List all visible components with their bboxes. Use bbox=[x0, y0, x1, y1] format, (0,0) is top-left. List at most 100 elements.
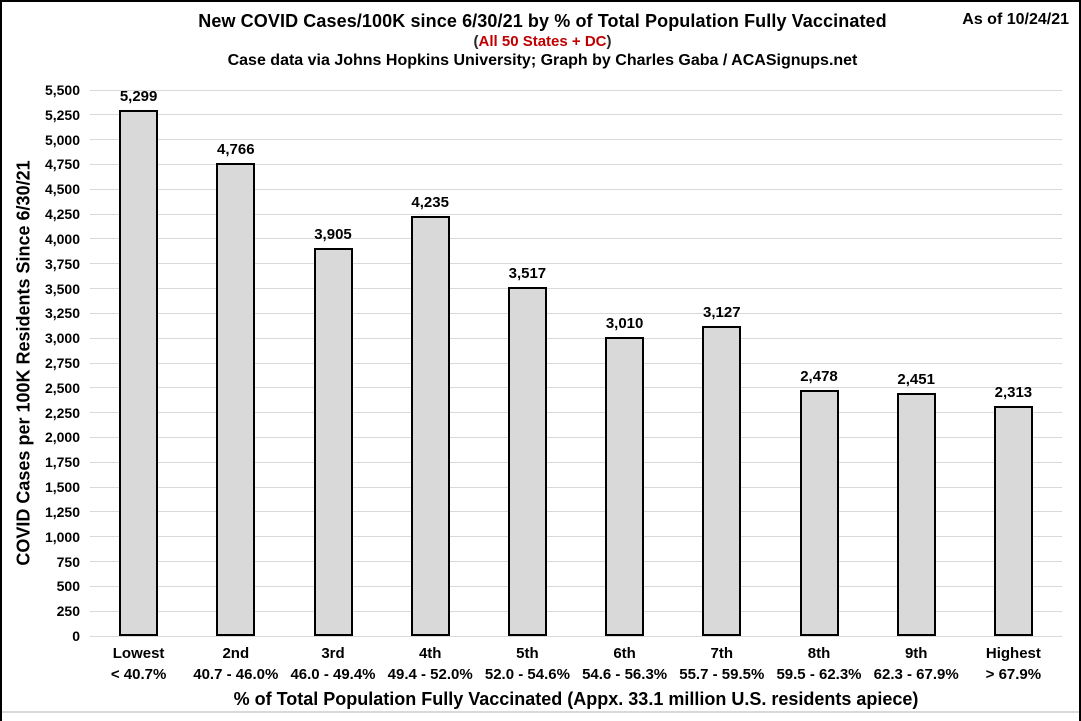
x-category-range: 40.7 - 46.0% bbox=[193, 666, 279, 683]
bar-value-label: 3,010 bbox=[605, 315, 644, 333]
x-category-name: 9th bbox=[904, 645, 928, 662]
gridline bbox=[90, 436, 1062, 438]
x-category-name: 6th bbox=[613, 645, 636, 662]
y-tick-label: 750 bbox=[56, 553, 80, 570]
bar bbox=[410, 215, 450, 636]
as-of-date: As of 10/24/21 bbox=[962, 11, 1069, 28]
x-category-label: Lowest < 40.7% bbox=[90, 643, 187, 685]
bar bbox=[896, 392, 936, 636]
x-category-range: 49.4 - 52.0% bbox=[387, 666, 473, 683]
y-tick-label: 3,500 bbox=[44, 280, 80, 297]
y-tick-label: 2,500 bbox=[44, 379, 80, 396]
x-category-name: 8th bbox=[807, 645, 831, 662]
x-category-label: 6th 54.6 - 56.3% bbox=[576, 643, 673, 685]
bar bbox=[313, 248, 353, 636]
x-category-range: 46.0 - 49.4% bbox=[290, 666, 376, 683]
x-category-label: 3rd 46.0 - 49.4% bbox=[284, 643, 381, 685]
plot-area: 5,299 4,766 3,905 4,235 3,517 3,010 3,127 2,478… bbox=[90, 87, 1062, 637]
bar-value-label: 5,299 bbox=[119, 87, 158, 105]
gridline bbox=[90, 536, 1062, 538]
x-category-label: 9th 62.3 - 67.9% bbox=[868, 643, 965, 685]
subtitle-red-text: All 50 States + DC bbox=[478, 33, 607, 50]
gridline bbox=[90, 362, 1062, 364]
bar-value-label: 2,451 bbox=[897, 370, 935, 388]
x-category-name: Highest bbox=[985, 645, 1041, 662]
bar bbox=[993, 406, 1033, 636]
x-category-label: 5th 52.0 - 54.6% bbox=[479, 643, 576, 685]
subtitle-paren-close: ) bbox=[606, 33, 612, 50]
gridline bbox=[90, 461, 1062, 463]
y-tick-label: 5,000 bbox=[44, 131, 80, 148]
bar bbox=[605, 337, 645, 636]
x-axis-title: % of Total Population Fully Vaccinated (… bbox=[233, 689, 919, 709]
x-category-range: > 67.9% bbox=[985, 666, 1042, 683]
gridline bbox=[90, 561, 1062, 563]
y-tick-label: 250 bbox=[56, 603, 80, 620]
y-tick-label: 3,750 bbox=[44, 255, 80, 272]
y-tick-label: 2,000 bbox=[44, 429, 80, 446]
y-tick-label: 1,250 bbox=[44, 503, 80, 520]
bar bbox=[702, 325, 742, 636]
gridline bbox=[90, 635, 1062, 637]
bottom-rule bbox=[2, 711, 1079, 713]
gridline bbox=[90, 163, 1062, 165]
y-tick-label: 2,250 bbox=[44, 404, 80, 421]
y-tick-label: 4,250 bbox=[44, 206, 80, 223]
gridline bbox=[90, 213, 1062, 215]
gridline bbox=[90, 114, 1062, 116]
bar bbox=[507, 286, 547, 636]
y-tick-label: 4,000 bbox=[44, 230, 80, 247]
gridline bbox=[90, 486, 1062, 488]
y-tick-label: 0 bbox=[72, 628, 80, 644]
y-tick-label: 2,750 bbox=[44, 355, 80, 371]
gridline bbox=[90, 585, 1062, 587]
bar-value-label: 2,478 bbox=[800, 368, 838, 386]
gridline bbox=[90, 288, 1062, 290]
bar-value-label: 3,127 bbox=[703, 303, 741, 321]
x-category-label: 8th 59.5 - 62.3% bbox=[770, 643, 867, 685]
bar-value-label: 2,313 bbox=[994, 384, 1033, 402]
x-category-label: Highest > 67.9% bbox=[965, 643, 1062, 685]
gridline bbox=[90, 511, 1062, 513]
x-category-range: 59.5 - 62.3% bbox=[776, 666, 862, 683]
gridline bbox=[90, 312, 1062, 314]
x-category-name: 3rd bbox=[321, 645, 345, 662]
bar bbox=[216, 162, 256, 636]
gridline bbox=[90, 387, 1062, 389]
y-tick-label: 5,250 bbox=[44, 106, 80, 123]
x-category-range: 52.0 - 54.6% bbox=[484, 666, 570, 683]
bar bbox=[799, 390, 839, 636]
y-tick-label: 3,250 bbox=[44, 305, 80, 322]
y-tick-label: 500 bbox=[56, 578, 80, 595]
y-tick-label: 4,500 bbox=[44, 181, 80, 198]
x-category-name: 7th bbox=[710, 645, 734, 662]
bar-value-label: 4,766 bbox=[217, 140, 255, 158]
x-category-range: < 40.7% bbox=[110, 666, 167, 683]
gridline bbox=[90, 263, 1062, 265]
gridline bbox=[90, 238, 1062, 240]
gridline bbox=[90, 188, 1062, 190]
y-tick-label: 1,500 bbox=[44, 479, 80, 496]
x-category-range: 62.3 - 67.9% bbox=[873, 666, 959, 683]
source-credit-line: Case data via Johns Hopkins University; … bbox=[227, 52, 858, 69]
bar-value-label: 3,517 bbox=[508, 264, 547, 282]
gridline bbox=[90, 610, 1062, 612]
x-category-range: 54.6 - 56.3% bbox=[582, 666, 668, 683]
bar-value-label: 4,235 bbox=[411, 193, 449, 211]
x-category-label: 4th 49.4 - 52.0% bbox=[382, 643, 479, 685]
subtitle-paren-open: ( bbox=[473, 33, 479, 50]
y-tick-label: 4,750 bbox=[44, 156, 80, 173]
x-category-name: Lowest bbox=[112, 645, 165, 662]
bar bbox=[119, 109, 159, 636]
x-category-name: 4th bbox=[418, 645, 442, 662]
gridline bbox=[90, 412, 1062, 414]
gridline bbox=[90, 89, 1062, 91]
chart-subtitle: (All 50 States + DC) bbox=[2, 33, 1079, 50]
gridline bbox=[90, 139, 1062, 141]
y-tick-label: 3,000 bbox=[44, 330, 80, 347]
x-category-range: 55.7 - 59.5% bbox=[679, 666, 765, 683]
x-category-name: 2nd bbox=[222, 645, 250, 662]
x-category-name: 5th bbox=[516, 645, 539, 662]
y-tick-label: 1,750 bbox=[44, 454, 80, 471]
